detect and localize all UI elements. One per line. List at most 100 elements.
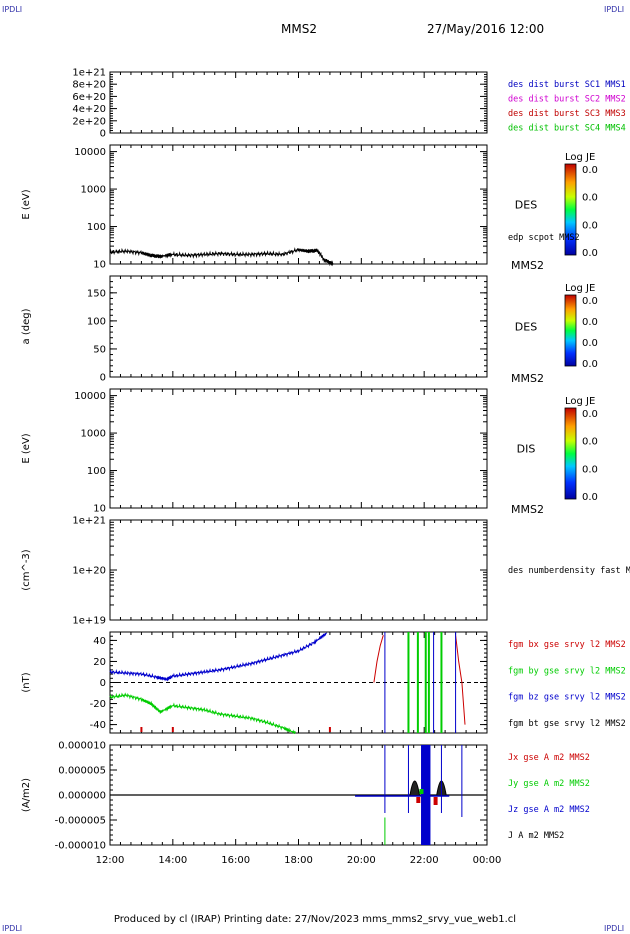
p1-legend-entry: des dist burst SC3 MMS3 [508,109,626,119]
p4-colorbar-title: Log JE [565,396,595,407]
p5-ytick-label: 1e+19 [72,616,106,627]
p7-legend-entry: Jx gse A m2 MMS2 [508,753,590,763]
p6-ytick-label: 40 [93,636,106,647]
p4-ytick-label: 1000 [81,429,106,440]
x-tick-label: 14:00 [158,855,187,866]
p4-instrument-label: DIS [517,443,536,456]
p3-ytick-label: 50 [93,344,106,355]
p3-ytick-label: 150 [87,288,106,299]
p6-ytick-label: -20 [90,699,106,710]
p3-instrument-label: DES [515,321,537,334]
p6-series-bz-line [109,632,327,682]
p3-colorbar-title: Log JE [565,283,595,294]
p3-frame [109,275,488,378]
p2-ytick-label: 1000 [81,185,106,196]
p5-legend-entry: des numberdensity fast M [508,566,630,576]
p2-ytick-label: 10000 [74,147,106,158]
spacecraft-title: MMS2 [281,22,317,36]
p6-legend-entry: fgm bx gse srvy l2 MMS2 [508,640,626,650]
p3-colorbar-label: 0.0 [582,359,598,370]
p1-ytick-label: 1e+21 [72,68,106,79]
p7-legend-entry: J A m2 MMS2 [508,831,564,841]
p3-colorbar [564,294,577,367]
p6-ylabel: (nT) [21,672,32,692]
corner-label-bottom-left: IPDLI [2,924,23,933]
p4-ytick-label: 10000 [74,391,106,402]
p7-jz-block [421,745,431,845]
p7-ytick-label: 0.000010 [58,741,106,752]
p7-ytick-label: 0.000000 [58,791,106,802]
corner-label-bottom-right: IPDLI [604,924,625,933]
p4-ylabel: E (eV) [21,433,32,463]
p6-series-by-line [109,692,296,735]
p4-ytick-label: 10 [93,504,106,515]
p7-j-spike-left [409,780,420,796]
p6-series-bx-line [373,635,384,683]
p2-colorbar-label: 0.0 [582,220,598,231]
p2-colorbar-title: Log JE [565,152,595,163]
p3-ytick-label: 0 [100,373,106,384]
p2-scpot-line [109,247,334,267]
p4-colorbar-label: 0.0 [582,437,598,448]
p1-legend-entry: des dist burst SC2 MMS2 [508,95,626,105]
p1-ytick-label: 2e+20 [72,116,106,127]
p1-ytick-label: 4e+20 [72,104,106,115]
p2-colorbar-label: 0.0 [582,248,598,259]
x-tick-label: 18:00 [284,855,313,866]
p7-ytick-label: -0.000010 [55,841,106,852]
corner-label-top-right: IPDLI [604,5,625,14]
p1-legend-entry: des dist burst SC1 MMS1 [508,80,626,90]
p2-overlay-label: edp scpot MMS2 [508,233,580,243]
p2-ytick-label: 100 [87,222,106,233]
p4-colorbar-label: 0.0 [582,492,598,503]
p6-legend-entry: fgm bt gse srvy l2 MMS2 [508,719,626,729]
p2-ytick-label: 10 [93,260,106,271]
p1-ytick-label: 6e+20 [72,92,106,103]
p6-ytick-label: -40 [90,720,106,731]
x-tick-label: 16:00 [221,855,250,866]
footer-text: Produced by cl (IRAP) Printing date: 27/… [113,914,517,925]
x-tick-label: 22:00 [410,855,439,866]
p2-instrument-label: DES [515,199,537,212]
p7-ytick-label: 0.000005 [58,766,106,777]
p1-frame [109,71,488,134]
p2-sc-label: MMS2 [511,259,544,272]
p6-legend-entry: fgm by gse srvy l2 MMS2 [508,666,626,676]
p1-ytick-label: 0 [100,129,106,140]
x-tick-label: 12:00 [96,855,125,866]
p1-ytick-label: 8e+20 [72,80,106,91]
p7-jx-blip [433,797,438,805]
p2-colorbar [564,163,577,256]
p2-colorbar-label: 0.0 [582,193,598,204]
p7-ytick-label: -0.000005 [55,816,106,827]
p4-frame [109,388,488,509]
p5-frame [109,519,488,621]
p4-colorbar [564,407,577,500]
p6-ytick-label: 20 [93,657,106,668]
p7-ylabel: (A/m2) [21,778,32,812]
p7-legend-entry: Jz gse A m2 MMS2 [508,805,590,815]
corner-label-top-left: IPDLI [2,5,23,14]
p4-ytick-label: 100 [87,466,106,477]
p6-ytick-label: 0 [100,678,106,689]
p7-jy-blip [419,789,424,794]
p6-series-bx-line [455,635,466,725]
p7-legend-entry: Jy gse A m2 MMS2 [508,779,590,789]
p3-colorbar-label: 0.0 [582,338,598,349]
p5-ylabel: (cm^-3) [21,549,32,590]
p2-colorbar-label: 0.0 [582,165,598,176]
p4-sc-label: MMS2 [511,503,544,516]
p3-ylabel: a (deg) [21,308,32,344]
p3-sc-label: MMS2 [511,372,544,385]
x-tick-label: 00:00 [473,855,502,866]
p6-legend-entry: fgm bz gse srvy l2 MMS2 [508,693,626,703]
x-tick-label: 20:00 [347,855,376,866]
p3-ytick-label: 100 [87,316,106,327]
p2-ylabel: E (eV) [21,189,32,219]
p3-colorbar-label: 0.0 [582,296,598,307]
p5-ytick-label: 1e+21 [72,516,106,527]
p4-colorbar-label: 0.0 [582,464,598,475]
p5-ytick-label: 1e+20 [72,566,106,577]
p2-frame [109,144,488,265]
